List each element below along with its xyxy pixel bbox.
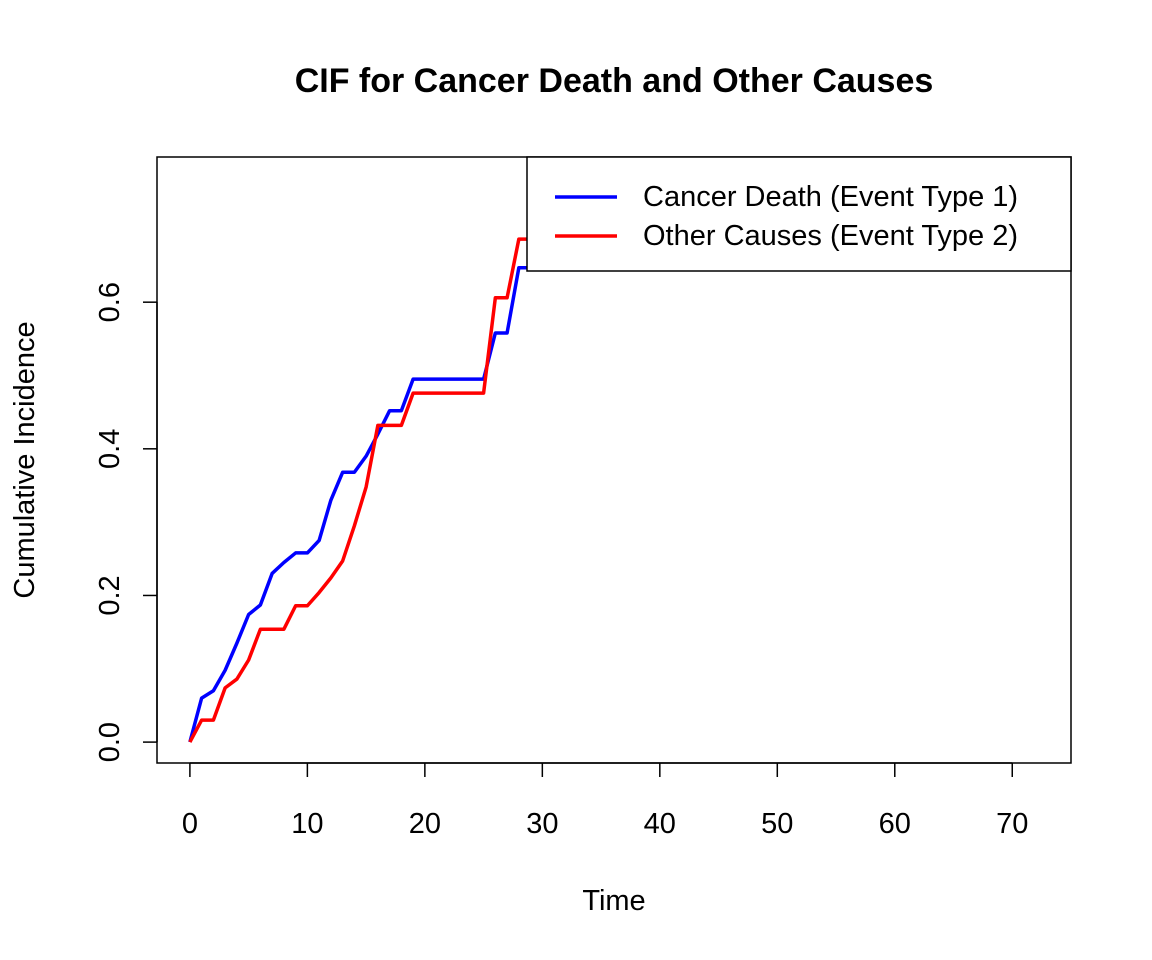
x-tick-label: 10 bbox=[291, 808, 323, 840]
x-tick-label: 50 bbox=[761, 808, 793, 840]
series-layer bbox=[188, 237, 531, 743]
x-tick-label: 0 bbox=[182, 808, 198, 840]
y-tick-label: 0.0 bbox=[94, 722, 126, 762]
y-tick-label: 0.4 bbox=[94, 429, 126, 469]
y-tick-label: 0.6 bbox=[94, 282, 126, 322]
x-tick-label: 70 bbox=[996, 808, 1028, 840]
legend: Cancer Death (Event Type 1) Other Causes … bbox=[526, 156, 1072, 272]
x-tick-label: 20 bbox=[409, 808, 441, 840]
x-axis: 0 10 20 30 40 50 60 70 bbox=[182, 762, 1028, 840]
x-tick-label: 40 bbox=[644, 808, 676, 840]
legend-label-1: Cancer Death (Event Type 1) bbox=[643, 181, 1018, 213]
chart-title: CIF for Cancer Death and Other Causes bbox=[295, 62, 934, 100]
x-tick-label: 30 bbox=[526, 808, 558, 840]
x-tick-label: 60 bbox=[879, 808, 911, 840]
x-axis-label: Time bbox=[582, 885, 645, 917]
y-axis: 0.0 0.2 0.4 0.6 bbox=[94, 282, 158, 762]
y-tick-label: 0.2 bbox=[94, 575, 126, 615]
series-line-2 bbox=[188, 237, 531, 743]
y-axis-label: Cumulative Incidence bbox=[9, 321, 41, 598]
legend-label-2: Other Causes (Event Type 2) bbox=[643, 220, 1018, 252]
legend-box bbox=[526, 156, 1072, 272]
